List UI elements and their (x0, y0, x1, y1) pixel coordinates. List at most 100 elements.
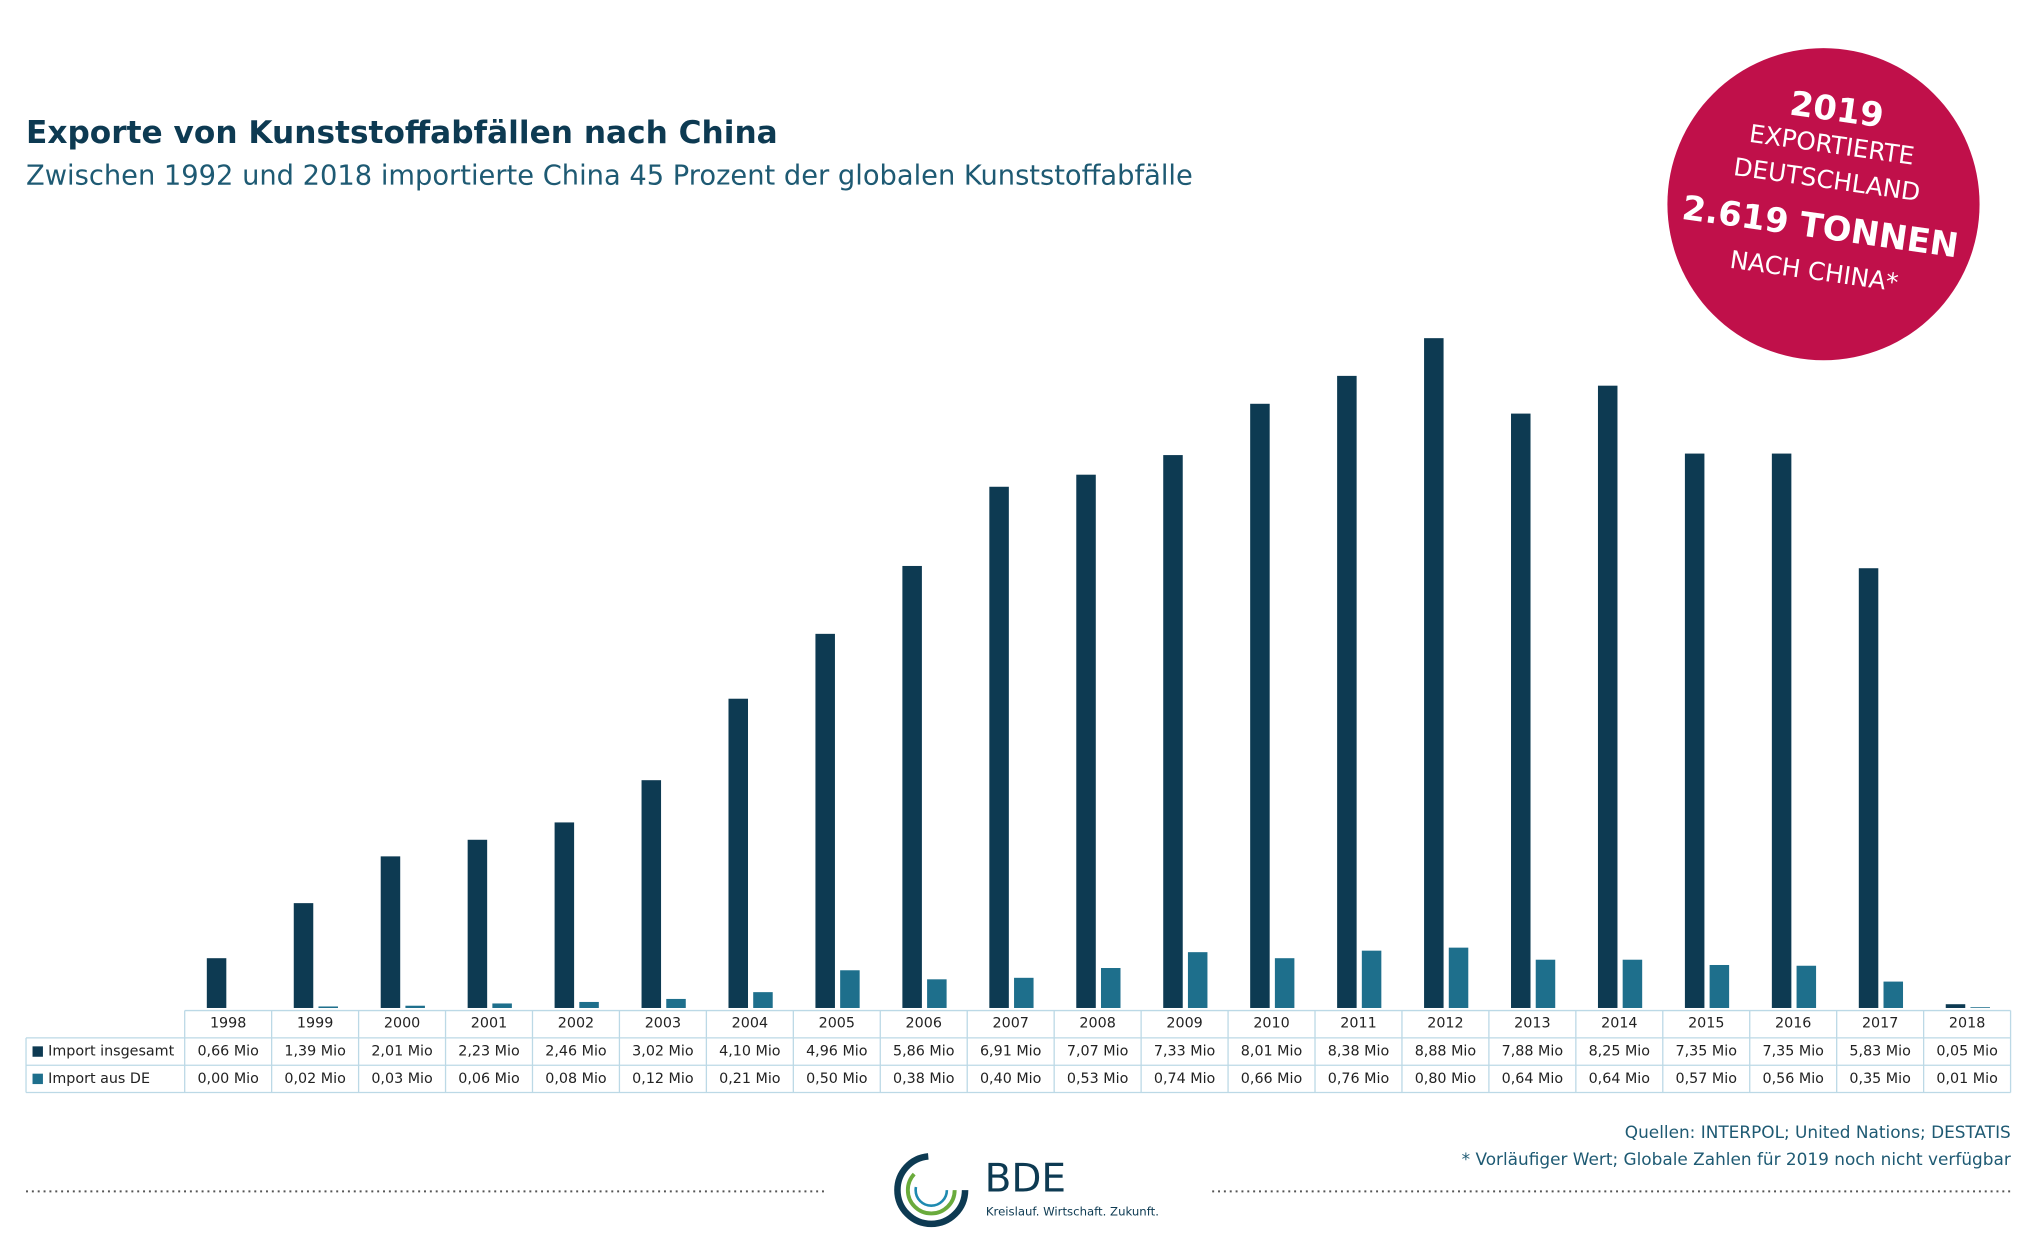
bar (1945, 1004, 1966, 1008)
value-label: 8,01 Mio (1241, 1044, 1302, 1060)
bar (1163, 455, 1183, 1008)
x-tick-label: 2008 (1079, 1016, 1115, 1032)
logo: BDE Kreislauf. Wirtschaft. Zukunft. (894, 1153, 1159, 1228)
chart-subtitle: Zwischen 1992 und 2018 importierte China… (26, 160, 1193, 191)
legend-swatch (32, 1046, 43, 1057)
bar (293, 903, 314, 1008)
bar (1100, 968, 1121, 1008)
bar (206, 958, 227, 1008)
x-tick-label: 2006 (906, 1016, 942, 1032)
value-label: 0,64 Mio (1502, 1071, 1563, 1087)
bar (1709, 964, 1730, 1008)
bar (1684, 453, 1705, 1008)
value-label: 7,33 Mio (1154, 1044, 1215, 1060)
value-label: 0,64 Mio (1589, 1071, 1650, 1087)
value-label: 0,38 Mio (893, 1071, 954, 1087)
bar (1014, 977, 1034, 1008)
value-label: 0,80 Mio (1415, 1071, 1476, 1087)
bar (1448, 947, 1469, 1008)
x-tick-label: 2017 (1862, 1016, 1898, 1032)
bar (1250, 403, 1270, 1008)
value-label: 5,86 Mio (893, 1044, 954, 1060)
value-label: 5,83 Mio (1849, 1044, 1910, 1060)
bar (815, 633, 835, 1008)
value-label: 0,08 Mio (545, 1071, 606, 1087)
legend-label: Import insgesamt (48, 1044, 174, 1060)
value-label: 1,39 Mio (284, 1044, 345, 1060)
logo-tagline: Kreislauf. Wirtschaft. Zukunft. (986, 1205, 1159, 1219)
value-label: 0,53 Mio (1067, 1071, 1128, 1087)
chart-title: Exporte von Kunststoffabfällen nach Chin… (26, 115, 778, 151)
value-label: 0,21 Mio (719, 1071, 780, 1087)
x-tick-label: 1999 (297, 1016, 333, 1032)
bar (1970, 1007, 1990, 1008)
bar (492, 1003, 512, 1008)
bar (927, 979, 947, 1008)
bar (1535, 959, 1556, 1008)
x-tick-label: 2015 (1688, 1016, 1724, 1032)
x-tick-label: 2012 (1427, 1016, 1463, 1032)
value-label: 7,88 Mio (1502, 1044, 1563, 1060)
value-label: 7,35 Mio (1762, 1044, 1823, 1060)
value-label: 8,25 Mio (1589, 1044, 1650, 1060)
value-label: 0,02 Mio (284, 1071, 345, 1087)
value-label: 2,23 Mio (458, 1044, 519, 1060)
value-label: 0,66 Mio (197, 1044, 258, 1060)
value-label: 4,10 Mio (719, 1044, 780, 1060)
x-tick-label: 2005 (819, 1016, 855, 1032)
x-tick-label: 2009 (1166, 1016, 1202, 1032)
value-label: 2,01 Mio (371, 1044, 432, 1060)
value-label: 0,01 Mio (1936, 1071, 1997, 1087)
bar (753, 992, 773, 1008)
bar (1858, 568, 1879, 1008)
bar (666, 998, 686, 1008)
bar (1361, 950, 1382, 1008)
value-label: 0,74 Mio (1154, 1071, 1215, 1087)
value-label: 6,91 Mio (980, 1044, 1041, 1060)
legend-swatch (32, 1073, 43, 1085)
bar (1076, 474, 1096, 1008)
value-label: 7,35 Mio (1676, 1044, 1737, 1060)
bar (1511, 413, 1531, 1008)
x-tick-label: 2016 (1775, 1016, 1811, 1032)
x-tick-label: 2004 (732, 1016, 768, 1032)
bar (1883, 981, 1904, 1008)
value-label: 0,57 Mio (1676, 1071, 1737, 1087)
x-tick-label: 2001 (471, 1016, 507, 1032)
x-tick-label: 2014 (1601, 1016, 1637, 1032)
bar (1424, 338, 1444, 1008)
bar (554, 822, 575, 1008)
value-label: 0,12 Mio (632, 1071, 693, 1087)
x-tick-label: 2002 (558, 1016, 594, 1032)
bar (1597, 385, 1618, 1008)
bar (405, 1005, 425, 1008)
value-label: 0,56 Mio (1762, 1071, 1823, 1087)
value-label: 0,05 Mio (1936, 1044, 1997, 1060)
footnote: * Vorläufiger Wert; Globale Zahlen für 2… (1462, 1149, 2011, 1169)
legend-label: Import aus DE (48, 1071, 150, 1087)
x-tick-label: 2007 (993, 1016, 1029, 1032)
logo-name: BDE (985, 1156, 1066, 1201)
value-label: 4,96 Mio (806, 1044, 867, 1060)
value-label: 0,76 Mio (1328, 1071, 1389, 1087)
value-label: 0,03 Mio (371, 1071, 432, 1087)
sources: Quellen: INTERPOL; United Nations; DESTA… (1625, 1122, 2011, 1142)
x-tick-label: 2000 (384, 1016, 420, 1032)
bar (641, 780, 662, 1008)
bar (728, 698, 749, 1008)
x-tick-label: 2011 (1340, 1016, 1376, 1032)
bar (579, 1001, 599, 1008)
value-label: 0,00 Mio (197, 1071, 258, 1087)
x-tick-label: 2003 (645, 1016, 681, 1032)
value-label: 0,40 Mio (980, 1071, 1041, 1087)
value-label: 8,88 Mio (1415, 1044, 1476, 1060)
bar (380, 856, 401, 1008)
value-label: 7,07 Mio (1067, 1044, 1128, 1060)
bar (1274, 958, 1295, 1008)
x-tick-label: 1998 (210, 1016, 246, 1032)
value-label: 0,50 Mio (806, 1071, 867, 1087)
value-label: 2,46 Mio (545, 1044, 606, 1060)
bar (1796, 965, 1817, 1008)
bar (1771, 453, 1792, 1008)
